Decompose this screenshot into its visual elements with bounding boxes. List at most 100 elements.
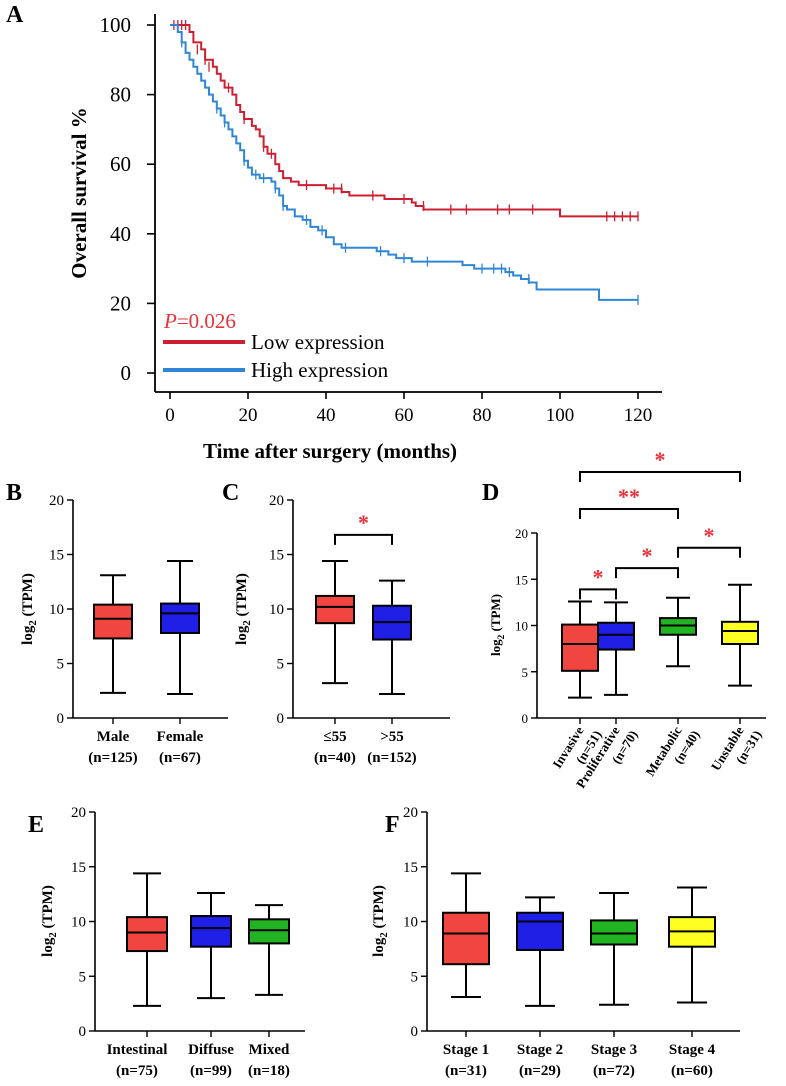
x-tick-label: 20 — [239, 405, 258, 426]
x-tick-label: 40 — [317, 405, 336, 426]
y-tick-label: 20 — [515, 526, 528, 541]
group-label: ≤55 — [323, 729, 346, 745]
y-tick-label: 5 — [79, 969, 87, 985]
survival-curve-high — [170, 24, 638, 301]
y-axis-title-subscript: 2 — [378, 932, 390, 937]
group-label: Diffuse — [188, 1042, 234, 1058]
y-tick-label: 5 — [277, 657, 285, 673]
y-tick-label: 10 — [269, 602, 284, 618]
group-count: (n=67) — [159, 750, 201, 766]
group-label: Female — [157, 729, 204, 745]
y-tick-label: 15 — [269, 548, 284, 564]
y-tick-label: 5 — [522, 665, 529, 680]
box-blue — [597, 621, 635, 651]
panel-letter-e: E — [28, 812, 44, 838]
y-tick-label: 0 — [79, 1024, 87, 1040]
group-count: (n=99) — [190, 1063, 232, 1079]
group-label: Stage 2 — [517, 1042, 563, 1058]
y-tick-label: 15 — [71, 860, 86, 876]
group-label: Stage 1 — [443, 1042, 489, 1058]
box-red — [126, 916, 168, 953]
group-label: Male — [97, 729, 130, 745]
y-tick-label: 15 — [515, 572, 528, 587]
y-tick-label: 20 — [269, 493, 284, 509]
group-count: (n=40) — [314, 750, 356, 766]
box-blue — [190, 915, 232, 948]
y-axis-title-main: log — [234, 625, 250, 645]
y-tick-label: 5 — [411, 969, 419, 985]
group-count: (n=125) — [88, 750, 137, 766]
x-tick-label: 80 — [473, 405, 492, 426]
group-count: (n=60) — [671, 1063, 713, 1079]
y-axis-title: log2 (TPM) — [234, 573, 253, 645]
significance-stars: * — [642, 543, 653, 568]
y-axis-title: log2 (TPM) — [371, 885, 390, 957]
panel-letter-f: F — [385, 812, 400, 838]
group-count: (n=72) — [593, 1063, 635, 1079]
box-blue — [160, 602, 200, 634]
y-tick-label: 15 — [403, 860, 418, 876]
group-count: (n=31) — [445, 1063, 487, 1079]
y-tick-label: 10 — [71, 915, 86, 931]
box-yellow — [721, 620, 759, 645]
y-tick-label: 10 — [515, 619, 528, 634]
survival-curve-low — [170, 24, 638, 218]
y-tick-label: 10 — [49, 602, 64, 618]
y-tick-label: 20 — [49, 493, 64, 509]
box-green — [248, 918, 290, 945]
y-tick-label: 60 — [110, 152, 131, 176]
y-axis-title-unit: (TPM) — [40, 885, 56, 932]
group-count: (n=18) — [248, 1063, 290, 1079]
group-count: (n=75) — [116, 1063, 158, 1079]
box-red — [561, 623, 599, 672]
p-value-number: =0.026 — [177, 309, 236, 333]
significance-stars: * — [593, 564, 604, 589]
panel-a-survival-plot: A 0 20 40 60 80 100 0 20 40 60 80 100 120 Time after s… — [6, 2, 662, 463]
y-axis-title-main: log — [40, 937, 56, 957]
significance-stars: * — [704, 523, 715, 548]
y-axis-title-unit: (TPM) — [371, 885, 387, 932]
y-tick-label: 0 — [121, 361, 132, 385]
panel-letter-c: C — [222, 480, 239, 506]
y-tick-label: 5 — [57, 657, 65, 673]
panel-b-sex-boxplot: B 0 5 10 15 20 log2 (TPM) Male (n=125) Female (n=6… — [6, 480, 228, 766]
panel-letter-d: D — [482, 480, 499, 506]
y-axis-title-subscript: 2 — [241, 620, 253, 625]
y-tick-label: 0 — [57, 711, 65, 727]
y-tick-label: 20 — [71, 805, 86, 821]
group-label: Mixed — [249, 1042, 290, 1058]
y-tick-label: 20 — [403, 805, 418, 821]
y-tick-label: 0 — [277, 711, 285, 727]
y-axis-title-subscript: 2 — [497, 634, 507, 639]
significance-bracket — [579, 470, 741, 482]
y-axis-title-main: log — [488, 639, 503, 656]
y-tick-label: 10 — [403, 915, 418, 931]
y-tick-label: 15 — [49, 548, 64, 564]
y-axis-title: Overall survival % — [67, 107, 91, 279]
x-tick-label: 0 — [165, 405, 175, 426]
group-count: (n=152) — [367, 750, 416, 766]
y-axis-title-subscript: 2 — [27, 620, 39, 625]
p-value: P=0.026 — [163, 309, 236, 333]
legend-label-low: Low expression — [251, 330, 385, 354]
significance-bracket — [677, 546, 741, 558]
box-red — [93, 603, 133, 640]
panel-letter-a: A — [6, 2, 24, 28]
x-tick-label: 60 — [395, 405, 414, 426]
significance-stars: ** — [618, 484, 640, 509]
y-axis-title: log2 (TPM) — [20, 573, 39, 645]
x-tick-label: 120 — [624, 405, 653, 426]
panel-letter-b: B — [6, 480, 22, 506]
panel-f-stage-boxplot: F 0 5 10 15 20 log2 (TPM) Stage 1 (n=31) Stage 2 (… — [371, 805, 740, 1079]
panel-e-lauren-boxplot: E 0 5 10 15 20 log2 (TPM) Intestinal (n=75) Diffu… — [28, 805, 305, 1079]
significance-stars: * — [655, 447, 666, 472]
y-axis-title-unit: (TPM) — [488, 594, 503, 635]
significance-stars: * — [358, 510, 369, 535]
significance-bracket — [615, 567, 679, 579]
group-label: Stage 3 — [591, 1042, 637, 1058]
y-tick-label: 0 — [522, 711, 529, 726]
box-red — [442, 911, 490, 966]
group-label: >55 — [380, 729, 404, 745]
y-tick-label: 40 — [110, 222, 131, 246]
